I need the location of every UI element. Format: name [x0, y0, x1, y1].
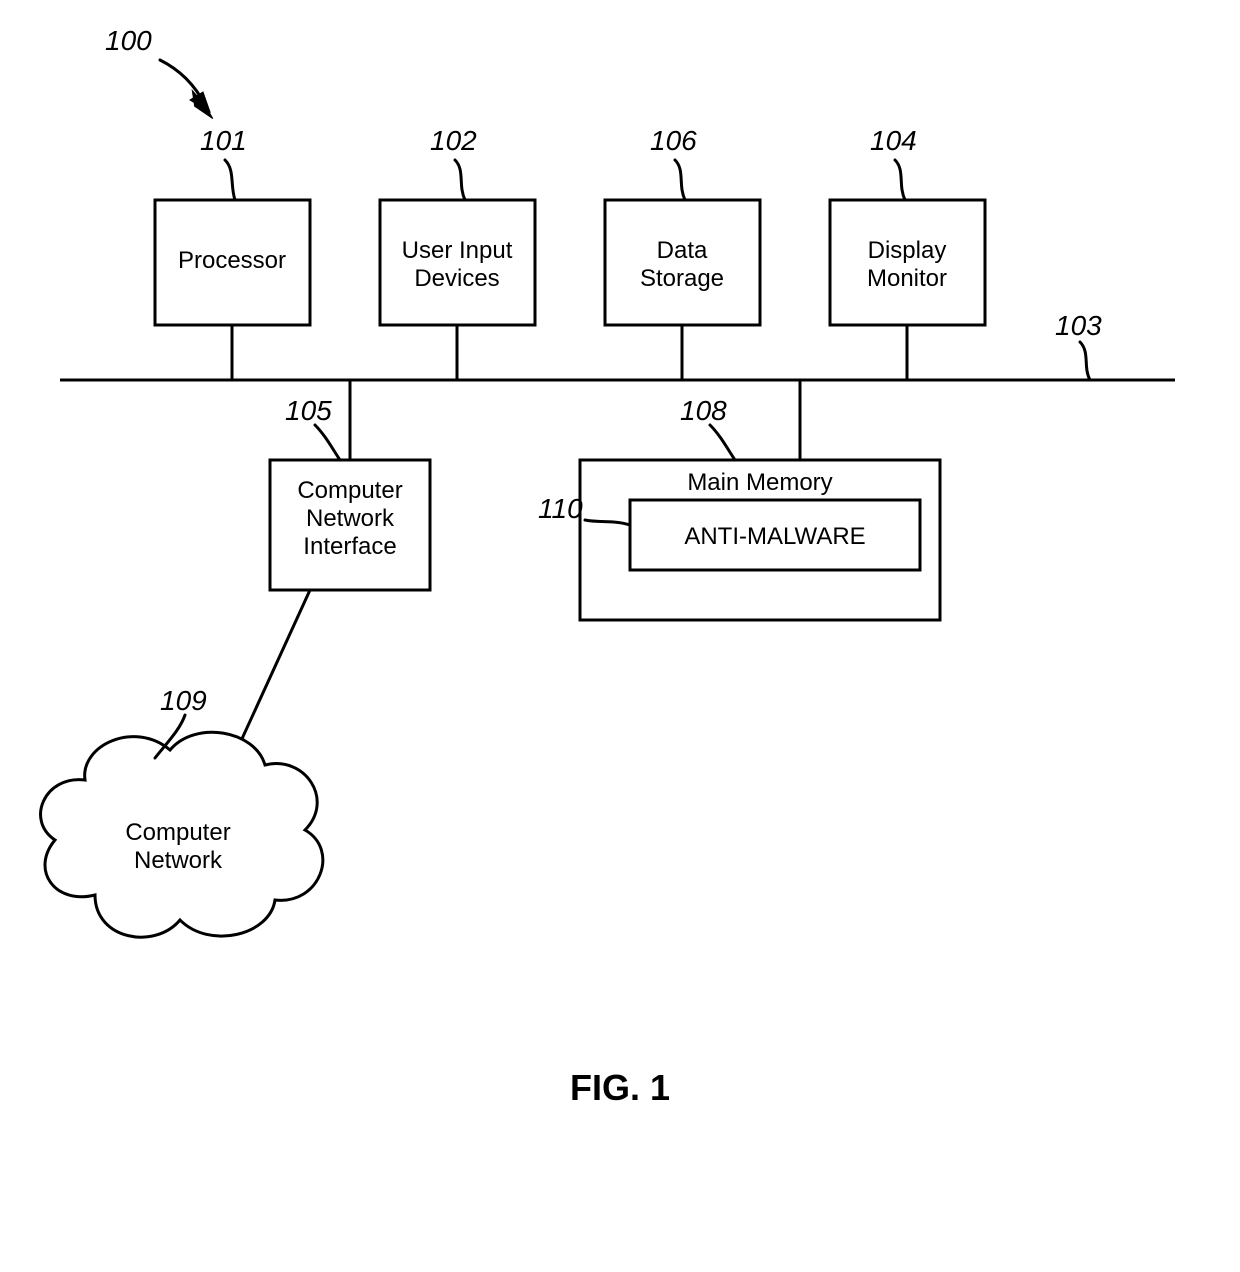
display-monitor-block: Display Monitor	[830, 200, 985, 325]
net-if-label-2: Network	[306, 505, 395, 532]
processor-block: Processor	[155, 200, 310, 325]
user-input-label-2: Devices	[414, 265, 499, 292]
data-storage-label-2: Storage	[640, 265, 724, 292]
net-if-label-1: Computer	[297, 477, 402, 504]
cloud-label-1: Computer	[125, 819, 230, 846]
ref-106: 106	[650, 125, 697, 156]
data-storage-label-1: Data	[657, 237, 708, 264]
ref-103: 103	[1055, 310, 1102, 341]
ref-109: 109	[160, 685, 207, 716]
main-memory-block: Main Memory ANTI-MALWARE	[580, 460, 940, 620]
lead-104	[895, 160, 905, 200]
user-input-label-1: User Input	[402, 237, 513, 264]
network-interface-block: Computer Network Interface	[270, 460, 430, 590]
anti-malware-label: ANTI-MALWARE	[684, 523, 865, 550]
lead-106	[675, 160, 685, 200]
display-label-2: Monitor	[867, 265, 947, 292]
ref-100: 100	[105, 25, 152, 56]
ref-102: 102	[430, 125, 477, 156]
lead-105	[315, 425, 340, 460]
net-if-label-3: Interface	[303, 533, 396, 560]
ref-108: 108	[680, 395, 727, 426]
lead-108	[710, 425, 735, 460]
processor-label: Processor	[178, 247, 286, 274]
ref-104: 104	[870, 125, 917, 156]
ref-101: 101	[200, 125, 247, 156]
display-label-1: Display	[868, 237, 947, 264]
user-input-block: User Input Devices	[380, 200, 535, 325]
lead-101	[225, 160, 235, 200]
system-ref-arrow	[160, 60, 217, 119]
system-block-diagram: Processor User Input Devices Data Storag…	[0, 0, 1240, 1272]
anti-malware-block: ANTI-MALWARE	[630, 500, 920, 570]
main-memory-label: Main Memory	[687, 469, 832, 496]
data-storage-block: Data Storage	[605, 200, 760, 325]
lead-103	[1080, 342, 1090, 380]
lead-102	[455, 160, 465, 200]
ref-105: 105	[285, 395, 332, 426]
computer-network-cloud: Computer Network	[41, 732, 323, 937]
figure-title: FIG. 1	[570, 1067, 670, 1108]
ref-110: 110	[538, 493, 583, 524]
cloud-label-2: Network	[134, 847, 223, 874]
